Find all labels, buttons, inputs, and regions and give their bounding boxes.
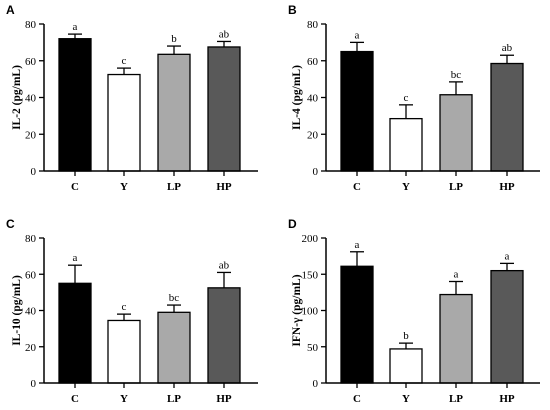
panel-c-y-tick-label: 80 xyxy=(25,233,37,245)
panel-a-bar-c xyxy=(58,38,92,172)
panel-b-bar-lp xyxy=(439,94,473,172)
panel-d-y-tick-label: 50 xyxy=(307,342,319,354)
panel-d-bar-y xyxy=(389,348,423,384)
panel-a-label: A xyxy=(6,3,15,17)
panel-d-y-tick-label: 150 xyxy=(302,269,319,281)
panel-c-sig-letter-hp: ab xyxy=(219,259,230,271)
panel-d-bar-hp xyxy=(490,269,524,384)
panel-a-y-tick-label: 60 xyxy=(25,56,37,68)
panel-b-y-tick-label: 20 xyxy=(307,129,319,141)
panel-b-y-tick-label: 40 xyxy=(307,93,319,105)
panel-d-x-tick-label-hp: HP xyxy=(499,393,515,405)
panel-d-sig-letter-y: b xyxy=(403,330,409,342)
panel-c-sig-letter-y: c xyxy=(122,301,127,313)
panel-a-x-tick-label-y: Y xyxy=(120,181,128,193)
panel-c-y-tick-label: 40 xyxy=(25,306,37,318)
panel-d-sig-letter-hp: a xyxy=(505,250,510,262)
panel-d-x-tick-label-c: C xyxy=(353,393,361,405)
panel-c-sig-letter-c: a xyxy=(73,252,78,264)
panel-c-sig-letter-lp: bc xyxy=(169,292,180,304)
panel-d-y-tick-label: 200 xyxy=(302,233,319,245)
panel-a-bar-hp xyxy=(207,46,241,172)
panel-a-bar-y xyxy=(107,73,141,172)
panel-b-bar-c xyxy=(340,50,374,172)
panel-d-y-axis-title: IFN-γ (pg/mL) xyxy=(291,274,303,346)
panel-d-bar-c xyxy=(340,265,374,384)
panel-c-bar-hp xyxy=(207,287,241,384)
panel-c-x-tick-label-y: Y xyxy=(120,393,128,405)
panel-a-y-tick-label: 0 xyxy=(31,166,37,178)
panel-b-label: B xyxy=(288,3,297,17)
panel-c-bar-y xyxy=(107,319,141,384)
panel-c-x-tick-label-lp: LP xyxy=(167,393,181,405)
panel-a-y-tick-label: 20 xyxy=(25,129,37,141)
panel-a-sig-letter-y: c xyxy=(122,55,127,67)
panel-c-y-tick-label: 20 xyxy=(25,342,37,354)
panel-b-sig-letter-hp: ab xyxy=(502,42,513,54)
panel-c-bar-c xyxy=(58,282,92,384)
panel-b-bar-y xyxy=(389,117,423,172)
panel-a-y-tick-label: 80 xyxy=(25,19,37,31)
panel-b-y-tick-label: 60 xyxy=(307,56,319,68)
panel-c-y-tick-label: 60 xyxy=(25,269,37,281)
panel-d-sig-letter-lp: a xyxy=(454,269,459,281)
panel-d-bar-lp xyxy=(439,293,473,384)
panel-a-sig-letter-lp: b xyxy=(171,33,177,45)
panel-a-bar-lp xyxy=(157,53,191,172)
panel-c-x-tick-label-c: C xyxy=(71,393,79,405)
panel-d-sig-letter-c: a xyxy=(355,239,360,251)
panel-b-bar-hp xyxy=(490,62,524,172)
panel-b-x-tick-label-hp: HP xyxy=(499,181,515,193)
panel-d-label: D xyxy=(288,217,297,231)
panel-a-y-tick-label: 40 xyxy=(25,93,37,105)
panel-c-label: C xyxy=(6,217,15,231)
panel-a-x-tick-label-lp: LP xyxy=(167,181,181,193)
panel-b-y-tick-label: 80 xyxy=(307,19,319,31)
panel-b-sig-letter-y: c xyxy=(404,92,409,104)
panel-a-sig-letter-hp: ab xyxy=(219,28,230,40)
panel-d-y-tick-label: 0 xyxy=(313,378,319,390)
panel-a-x-tick-label-hp: HP xyxy=(216,181,232,193)
panel-c-y-tick-label: 0 xyxy=(31,378,37,390)
panel-b-y-tick-label: 0 xyxy=(313,166,319,178)
panel-d-x-tick-label-lp: LP xyxy=(449,393,463,405)
panel-c-x-tick-label-hp: HP xyxy=(216,393,232,405)
panel-b-sig-letter-c: a xyxy=(355,29,360,41)
panel-b-x-tick-label-c: C xyxy=(353,181,361,193)
panel-a-x-tick-label-c: C xyxy=(71,181,79,193)
panel-c-bar-lp xyxy=(157,311,191,384)
panel-c-y-axis-title: IL-10 (pg/mL) xyxy=(11,275,23,346)
panel-a-y-axis-title: IL-2 (pg/mL) xyxy=(11,65,23,130)
panel-b-sig-letter-lp: bc xyxy=(451,69,462,81)
panel-b-y-axis-title: IL-4 (pg/mL) xyxy=(291,65,303,130)
panel-d-y-tick-label: 100 xyxy=(302,306,319,318)
panel-b-x-tick-label-y: Y xyxy=(402,181,410,193)
panel-d-x-tick-label-y: Y xyxy=(402,393,410,405)
panel-a-sig-letter-c: a xyxy=(73,21,78,33)
panel-b-x-tick-label-lp: LP xyxy=(449,181,463,193)
